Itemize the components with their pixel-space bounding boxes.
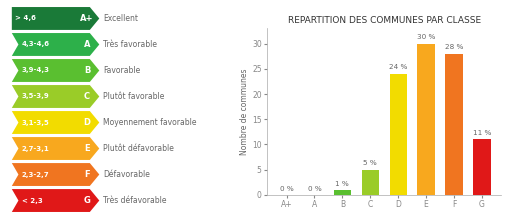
Text: B: B xyxy=(84,66,90,75)
Text: A: A xyxy=(84,40,90,49)
Text: A+: A+ xyxy=(80,14,94,23)
Text: 24 %: 24 % xyxy=(389,64,408,70)
Y-axis label: Nombre de communes: Nombre de communes xyxy=(240,69,249,155)
Text: > 4,6: > 4,6 xyxy=(15,16,36,21)
Text: 1 %: 1 % xyxy=(336,181,349,187)
Text: Moyennement favorable: Moyennement favorable xyxy=(103,118,196,127)
Bar xyxy=(445,54,463,195)
Text: 28 %: 28 % xyxy=(445,44,463,50)
Text: E: E xyxy=(84,144,90,153)
Text: 11 %: 11 % xyxy=(473,130,491,136)
Text: 4,3-4,6: 4,3-4,6 xyxy=(22,41,49,48)
Polygon shape xyxy=(12,7,99,30)
Polygon shape xyxy=(12,137,99,160)
Bar xyxy=(362,170,379,195)
Text: 3,5-3,9: 3,5-3,9 xyxy=(22,94,49,99)
Text: Très défavorable: Très défavorable xyxy=(103,196,167,205)
Polygon shape xyxy=(12,33,99,56)
Text: 3,1-3,5: 3,1-3,5 xyxy=(22,120,49,125)
Text: Plutôt défavorable: Plutôt défavorable xyxy=(103,144,174,153)
Bar xyxy=(334,190,351,195)
Text: Excellent: Excellent xyxy=(103,14,138,23)
Bar xyxy=(417,44,435,195)
Text: 3,9-4,3: 3,9-4,3 xyxy=(22,67,49,74)
Bar xyxy=(473,140,490,195)
Polygon shape xyxy=(12,59,99,82)
Polygon shape xyxy=(12,189,99,212)
Bar xyxy=(390,74,407,195)
Text: Défavorable: Défavorable xyxy=(103,170,150,179)
Text: 2,7-3,1: 2,7-3,1 xyxy=(22,145,49,152)
Text: G: G xyxy=(84,196,90,205)
Text: F: F xyxy=(84,170,90,179)
Polygon shape xyxy=(12,111,99,134)
Text: 2,3-2,7: 2,3-2,7 xyxy=(22,171,49,178)
Text: D: D xyxy=(83,118,90,127)
Text: Favorable: Favorable xyxy=(103,66,140,75)
Text: 0 %: 0 % xyxy=(280,186,293,192)
Text: C: C xyxy=(84,92,90,101)
Text: 5 %: 5 % xyxy=(363,160,377,166)
Text: Plutôt favorable: Plutôt favorable xyxy=(103,92,164,101)
Text: Très favorable: Très favorable xyxy=(103,40,157,49)
Text: 0 %: 0 % xyxy=(307,186,321,192)
Text: < 2,3: < 2,3 xyxy=(22,198,42,203)
Polygon shape xyxy=(12,85,99,108)
Text: 30 %: 30 % xyxy=(417,34,435,40)
Title: REPARTITION DES COMMUNES PAR CLASSE: REPARTITION DES COMMUNES PAR CLASSE xyxy=(288,16,481,25)
Polygon shape xyxy=(12,163,99,186)
